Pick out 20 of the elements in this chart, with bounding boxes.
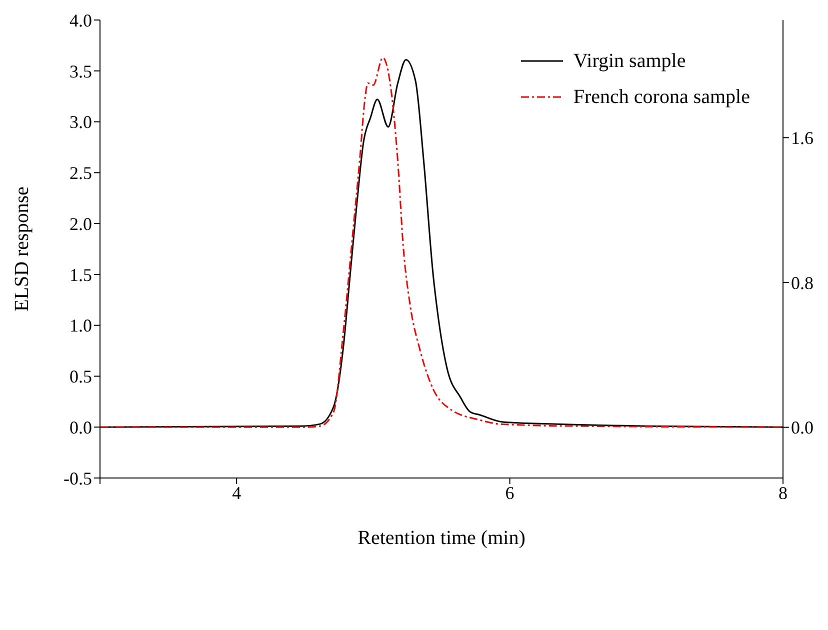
y2-tick-label: 0.8 — [791, 272, 814, 293]
y2-tick-label: 1.6 — [791, 128, 814, 148]
x-tick-label: 8 — [778, 482, 788, 503]
y2-tick-label: 0.0 — [791, 418, 814, 438]
y-tick-label: -0.5 — [64, 468, 92, 488]
y-tick-label: 3.0 — [70, 112, 92, 132]
y-tick-label: 0.5 — [70, 366, 92, 387]
y-tick-label: 1.0 — [70, 316, 92, 336]
x-axis-title: Retention time (min) — [358, 527, 526, 549]
y-tick-label: 0.0 — [70, 418, 92, 438]
y-tick-label: 3.5 — [70, 61, 92, 82]
y-axis-title: ELSD response — [11, 186, 33, 312]
y-tick-label: 1.5 — [70, 264, 92, 285]
x-tick-label: 6 — [505, 482, 514, 503]
y-tick-label: 2.0 — [70, 214, 92, 234]
y-tick-label: 4.0 — [70, 10, 92, 30]
x-tick-label: 4 — [232, 482, 242, 503]
y-tick-label: 2.5 — [70, 163, 92, 184]
legend-label: Virgin sample — [573, 50, 686, 72]
legend-label: French corona sample — [573, 86, 750, 108]
